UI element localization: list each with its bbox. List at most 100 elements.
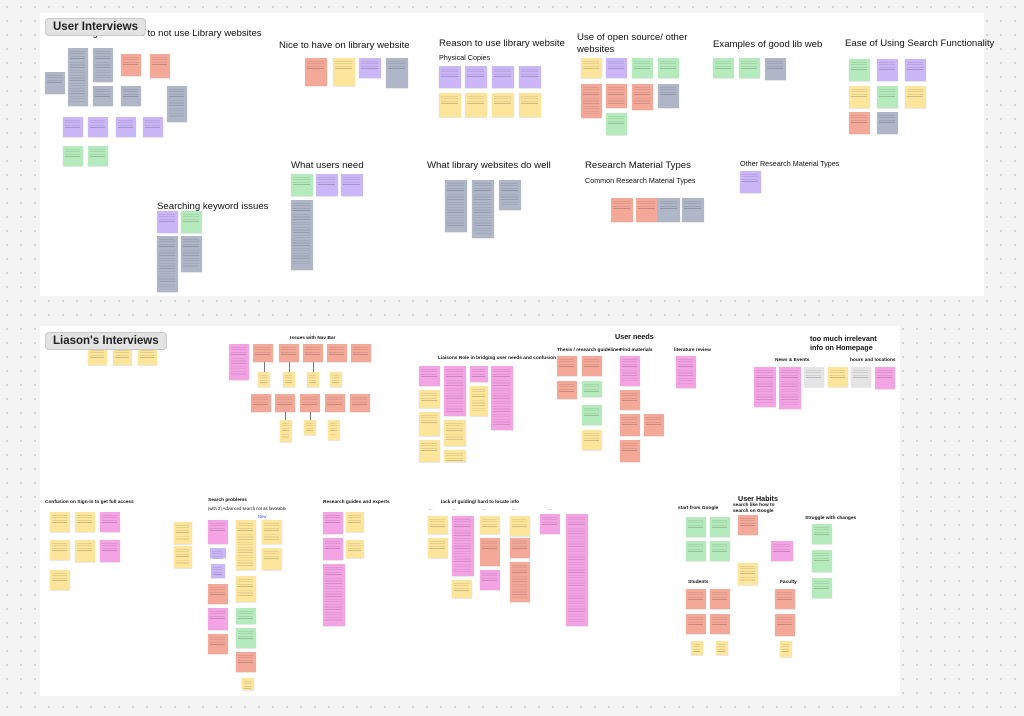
sticky-note[interactable]: [75, 540, 95, 562]
sticky-note[interactable]: [582, 430, 602, 450]
sticky-note[interactable]: [658, 84, 679, 108]
sticky-note[interactable]: [258, 372, 270, 387]
sticky-note[interactable]: [779, 367, 801, 409]
sticky-note[interactable]: [491, 366, 513, 430]
sticky-note[interactable]: [275, 394, 295, 412]
sticky-note[interactable]: [174, 546, 192, 568]
sticky-note[interactable]: [566, 514, 588, 626]
sticky-note[interactable]: [304, 420, 316, 435]
sticky-note[interactable]: [307, 372, 319, 387]
sticky-note[interactable]: [93, 48, 113, 82]
sticky-note[interactable]: [100, 512, 120, 532]
sticky-note[interactable]: [50, 570, 70, 590]
sticky-note[interactable]: [480, 516, 500, 534]
sticky-note[interactable]: [877, 59, 898, 81]
sticky-note[interactable]: [305, 58, 327, 86]
sticky-note[interactable]: [291, 174, 313, 196]
sticky-note[interactable]: [875, 367, 895, 389]
sticky-note[interactable]: [492, 66, 514, 88]
sticky-note[interactable]: [419, 440, 440, 462]
sticky-note[interactable]: [68, 48, 88, 106]
sticky-note[interactable]: [419, 366, 440, 386]
sticky-note[interactable]: [88, 347, 107, 365]
sticky-note[interactable]: [75, 512, 95, 532]
sticky-note[interactable]: [849, 86, 870, 108]
sticky-note[interactable]: [439, 93, 461, 117]
sticky-note[interactable]: [557, 356, 577, 376]
sticky-note[interactable]: [88, 146, 108, 166]
sticky-note[interactable]: [346, 540, 364, 558]
sticky-note[interactable]: [316, 174, 338, 196]
sticky-note[interactable]: [713, 58, 734, 78]
sticky-note[interactable]: [157, 236, 178, 292]
sticky-note[interactable]: [330, 372, 342, 387]
sticky-note[interactable]: [644, 414, 664, 436]
sticky-note[interactable]: [620, 440, 640, 462]
sticky-note[interactable]: [740, 171, 761, 193]
sticky-note[interactable]: [611, 198, 633, 222]
sticky-note[interactable]: [300, 394, 320, 412]
sticky-note[interactable]: [738, 563, 758, 585]
sticky-note[interactable]: [283, 372, 295, 387]
sticky-note[interactable]: [812, 550, 832, 572]
sticky-note[interactable]: [251, 394, 271, 412]
sticky-note[interactable]: [686, 614, 706, 634]
sticky-note[interactable]: [470, 386, 488, 416]
sticky-note[interactable]: [636, 198, 658, 222]
sticky-note[interactable]: [242, 678, 254, 690]
sticky-note[interactable]: [510, 516, 530, 536]
sticky-note[interactable]: [323, 564, 345, 626]
sticky-note[interactable]: [812, 524, 832, 544]
sticky-note[interactable]: [50, 540, 70, 560]
sticky-note[interactable]: [480, 570, 500, 590]
sticky-note[interactable]: [341, 174, 363, 196]
sticky-note[interactable]: [346, 512, 364, 532]
sticky-note[interactable]: [582, 405, 602, 425]
sticky-note[interactable]: [386, 58, 408, 88]
sticky-note[interactable]: [905, 86, 926, 108]
sticky-note[interactable]: [181, 211, 202, 233]
sticky-note[interactable]: [359, 58, 381, 78]
sticky-note[interactable]: [804, 367, 824, 387]
sticky-note[interactable]: [620, 356, 640, 386]
sticky-note[interactable]: [143, 117, 163, 137]
sticky-note[interactable]: [236, 576, 256, 602]
sticky-note[interactable]: [208, 608, 228, 630]
sticky-note[interactable]: [710, 541, 730, 561]
sticky-note[interactable]: [113, 347, 132, 365]
sticky-note[interactable]: [174, 522, 192, 544]
sticky-note[interactable]: [812, 578, 832, 598]
sticky-note[interactable]: [606, 84, 627, 108]
sticky-note[interactable]: [775, 614, 795, 636]
sticky-note[interactable]: [738, 515, 758, 535]
sticky-note[interactable]: [686, 541, 706, 561]
sticky-note[interactable]: [444, 450, 466, 462]
sticky-note[interactable]: [333, 58, 355, 86]
sticky-note[interactable]: [157, 211, 178, 233]
sticky-note[interactable]: [465, 66, 487, 88]
sticky-note[interactable]: [710, 589, 730, 609]
sticky-note[interactable]: [606, 58, 627, 78]
sticky-note[interactable]: [236, 520, 256, 570]
sticky-note[interactable]: [465, 93, 487, 117]
sticky-note[interactable]: [849, 112, 870, 134]
sticky-note[interactable]: [444, 420, 466, 446]
sticky-note[interactable]: [350, 394, 370, 412]
sticky-note[interactable]: [63, 146, 83, 166]
sticky-note[interactable]: [582, 381, 602, 397]
sticky-note[interactable]: [280, 420, 292, 442]
sticky-note[interactable]: [658, 58, 679, 78]
sticky-note[interactable]: [540, 514, 560, 534]
sticky-note[interactable]: [208, 584, 228, 604]
sticky-note[interactable]: [325, 394, 345, 412]
sticky-note[interactable]: [444, 366, 466, 416]
sticky-note[interactable]: [208, 520, 228, 544]
sticky-note[interactable]: [88, 117, 108, 137]
sticky-note[interactable]: [620, 414, 640, 436]
sticky-note[interactable]: [236, 628, 256, 648]
sticky-note[interactable]: [581, 84, 602, 118]
sticky-note[interactable]: [849, 59, 870, 81]
sticky-note[interactable]: [328, 420, 340, 440]
sticky-note[interactable]: [419, 412, 440, 436]
sticky-note[interactable]: [519, 66, 541, 88]
